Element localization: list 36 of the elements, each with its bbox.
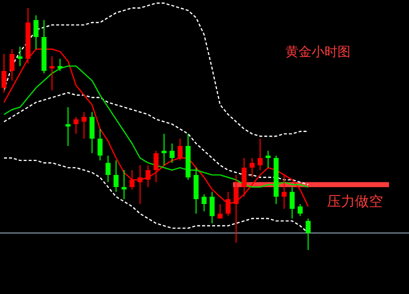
- candlestick: [202, 194, 207, 212]
- candlestick: [306, 218, 311, 250]
- candlestick: [90, 112, 95, 154]
- candlestick: [50, 56, 55, 91]
- text: 压力做空: [327, 194, 383, 210]
- candlestick: [2, 53, 6, 94]
- candlestick: [10, 48, 15, 82]
- candlestick: [290, 186, 295, 220]
- candlestick: [242, 158, 247, 198]
- candlestick: [66, 106, 71, 146]
- candlestick: [250, 158, 255, 178]
- candlestick: [130, 170, 135, 190]
- candlestick: [34, 14, 39, 50]
- candlestick: [194, 167, 199, 214]
- candlestick: [154, 150, 159, 183]
- candlestick: [42, 20, 47, 74]
- candlestick: [98, 128, 103, 161]
- candlestick: [138, 164, 143, 204]
- candlestick: [266, 150, 271, 168]
- candlestick: [210, 191, 215, 224]
- candlestick: [218, 203, 223, 220]
- candlestick: [274, 155, 279, 204]
- candlestick: [122, 170, 127, 200]
- candlestick: [58, 58, 63, 72]
- candlestick: [18, 46, 23, 67]
- candlestick: [114, 160, 119, 192]
- candlestick: [258, 138, 263, 171]
- candlestick: [82, 112, 87, 140]
- candlestick: [106, 155, 111, 183]
- candlestick: [298, 203, 303, 217]
- candlestick: [186, 133, 191, 180]
- text: 黄金小时图: [286, 45, 350, 60]
- candlestick: [74, 116, 79, 134]
- candlestick: [146, 164, 151, 188]
- candlestick: [178, 138, 183, 161]
- candlestick: [170, 142, 175, 164]
